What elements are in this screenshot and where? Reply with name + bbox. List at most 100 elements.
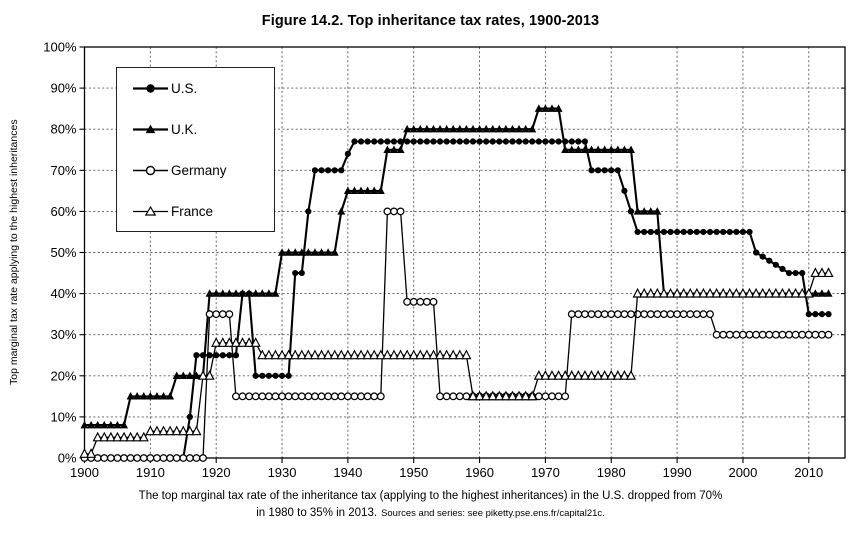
marker-us [608,167,615,174]
marker-france [467,390,479,401]
marker-uk [106,420,115,429]
marker-germany [765,330,774,339]
marker-us [594,167,602,174]
marker-uk [297,248,306,256]
marker-us [621,187,628,194]
legend-label-uk: U.K. [171,122,198,137]
marker-uk [146,392,155,400]
marker-uk [442,124,451,133]
marker-uk [337,207,346,215]
marker-france [92,431,103,442]
marker-germany [297,392,306,401]
marker-france [500,390,511,401]
marker-france [573,370,584,380]
marker-germany [185,454,194,462]
marker-uk [251,289,260,297]
series-france [79,267,834,458]
marker-germany [100,454,109,462]
marker-france [355,349,367,360]
marker-germany [199,454,207,462]
marker-germany [824,330,833,339]
marker-france [99,431,110,442]
marker-uk [528,124,537,133]
marker-france [599,370,610,380]
marker-france [237,337,248,347]
marker-germany [778,330,787,339]
marker-germany [409,297,418,306]
marker-france [375,349,386,360]
marker-us [766,257,773,264]
marker-france [112,431,123,442]
marker-france [797,287,808,298]
y-tick-label: 80% [50,122,76,137]
marker-germany [739,330,747,339]
marker-germany [232,392,240,401]
x-tick-label: 1970 [531,465,560,480]
marker-germany [725,330,734,339]
marker-germany [804,330,813,339]
marker-uk [422,124,431,133]
marker-france [382,349,393,360]
marker-france [711,287,722,298]
marker-uk [817,289,826,297]
marker-uk [587,145,596,153]
marker-france [612,370,623,380]
marker-france [764,287,775,298]
x-tick-label: 1960 [465,465,494,480]
marker-uk [824,289,833,297]
caption-line-1: The top marginal tax rate of the inherit… [138,490,723,502]
marker-germany [436,392,444,401]
marker-uk [133,392,142,400]
marker-us [634,228,641,236]
marker-germany [337,392,346,401]
marker-uk [574,145,583,153]
marker-uk [159,392,168,400]
y-tick-label: 0% [58,451,77,466]
marker-germany [324,392,333,401]
marker-us [627,208,635,215]
marker-us [351,138,358,145]
marker-us [772,261,779,268]
marker-france [224,337,235,347]
marker-france [783,287,795,298]
marker-uk [455,124,464,133]
marker-germany [752,330,761,339]
marker-uk [468,124,477,133]
marker-uk [541,104,550,112]
series-germany [80,207,833,462]
marker-uk [317,248,326,256]
marker-france [632,287,643,298]
marker-germany [251,392,260,401]
marker-germany [534,392,543,401]
marker-france [520,390,531,401]
marker-france [474,390,485,401]
marker-france [336,349,347,360]
france-open-triangle-marker-icon [133,205,168,216]
marker-germany [225,310,234,319]
marker-germany [153,454,161,462]
marker-uk [218,289,227,297]
marker-us [476,138,483,145]
marker-us [667,228,674,236]
marker-france [165,425,176,436]
marker-france [481,390,492,401]
marker-uk [120,420,129,429]
marker-germany [330,392,339,401]
marker-uk [179,371,188,379]
marker-france [494,390,505,401]
marker-us [410,138,417,145]
marker-germany [666,310,675,319]
marker-us [792,269,799,277]
marker-us [292,269,299,277]
marker-us [259,372,266,379]
marker-us [575,138,582,145]
marker-france [586,370,597,380]
marker-uk [330,248,339,256]
marker-germany [620,310,629,319]
marker-uk [139,392,148,400]
x-tick-label: 1980 [597,465,626,480]
marker-uk [580,145,589,153]
marker-france [527,390,538,401]
marker-france [323,349,334,360]
